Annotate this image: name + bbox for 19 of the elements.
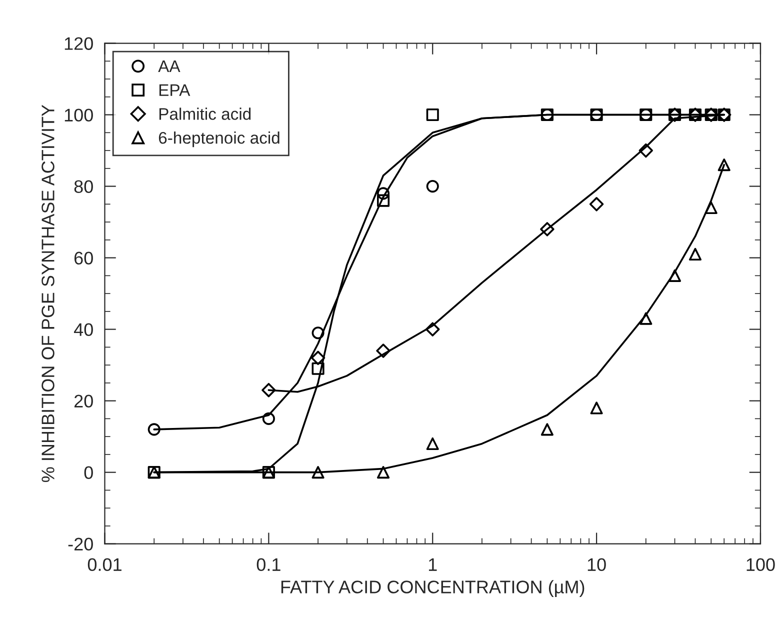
y-tick-label: 120	[64, 37, 93, 50]
y-axis-title: % INHIBITION OF PGE SYNTHASE ACTIVITY	[42, 104, 54, 482]
y-tick-label: 0	[84, 466, 93, 480]
y-tick-label: 40	[74, 323, 93, 336]
y-tick-label: -20	[68, 538, 93, 551]
legend-label: EPA	[159, 84, 190, 96]
x-tick-label: 0.1	[256, 558, 280, 571]
y-tick-label: 60	[74, 252, 93, 265]
legend-label: 6-heptenoic acid	[158, 132, 280, 148]
x-axis-title: FATTY ACID CONCENTRATION (µM)	[281, 580, 584, 597]
y-tick-label: 80	[74, 180, 93, 194]
x-tick-label: 0.01	[88, 558, 122, 571]
x-tick-label: 100	[746, 558, 775, 571]
y-tick-label: 20	[74, 394, 93, 408]
y-tick-label: 100	[64, 108, 93, 122]
x-tick-label: 10	[588, 558, 606, 571]
x-tick-label: 1	[428, 558, 437, 571]
legend-label: AA	[158, 60, 180, 72]
legend-label: Palmitic acid	[159, 108, 251, 120]
